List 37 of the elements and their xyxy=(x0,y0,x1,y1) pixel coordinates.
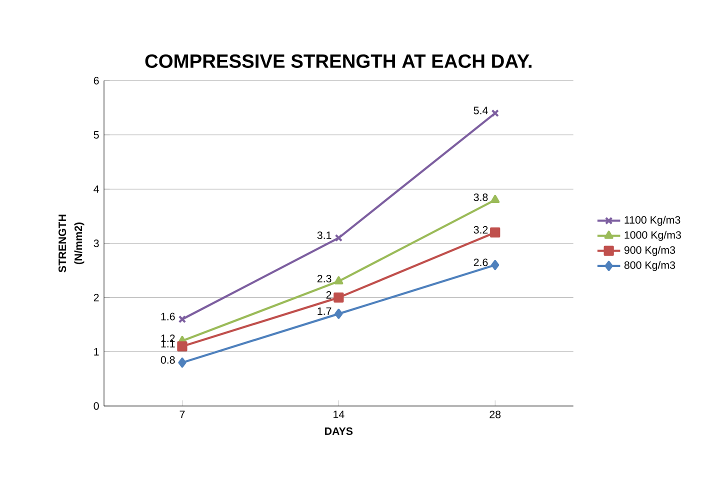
data-label: 3.8 xyxy=(474,194,488,202)
data-label: 1.7 xyxy=(318,307,332,315)
point xyxy=(334,308,343,319)
point xyxy=(177,341,188,352)
y-tick-label: 6 xyxy=(94,76,99,84)
x-tick-label: 7 xyxy=(180,410,185,418)
data-label: 3.1 xyxy=(317,231,332,240)
data-label: 0.8 xyxy=(160,356,175,364)
y-tick-label: 1 xyxy=(94,348,99,356)
data-label: 1.6 xyxy=(161,312,175,320)
y-tick-label: 5 xyxy=(94,131,99,139)
y-axis-title: STRENGTH (N/mm2) xyxy=(58,214,84,272)
x-tick-label: 28 xyxy=(490,410,501,418)
legend-label: 1100 Kg/m3 xyxy=(624,216,680,226)
point xyxy=(490,227,500,238)
x-tick-label: 14 xyxy=(334,410,344,418)
point xyxy=(334,276,344,284)
point xyxy=(334,234,343,242)
data-label: 5.4 xyxy=(474,106,488,114)
data-label: 1.2 xyxy=(161,334,175,342)
point xyxy=(334,292,344,303)
data-label: 2.3 xyxy=(317,274,332,282)
point xyxy=(178,358,186,368)
y-tick-label: 0 xyxy=(94,402,99,410)
chart-title: COMPRESSIVE STRENGTH AT EACH DAY. xyxy=(145,54,532,68)
y-tick-label: 4 xyxy=(94,185,99,193)
legend-label: 1000 Kg/m3 xyxy=(624,230,681,241)
y-tick-label: 3 xyxy=(94,240,99,248)
y-tick-label: 2 xyxy=(94,294,99,302)
legend-label: 900 Kg/m3 xyxy=(624,246,676,256)
data-label: 2 xyxy=(326,291,332,299)
x-axis-title: DAYS xyxy=(325,427,353,435)
data-label: 3.2 xyxy=(474,226,488,234)
point xyxy=(490,194,500,204)
data-label: 2.6 xyxy=(474,258,488,266)
legend-label: 800 Kg/m3 xyxy=(624,261,676,272)
point xyxy=(491,260,500,270)
